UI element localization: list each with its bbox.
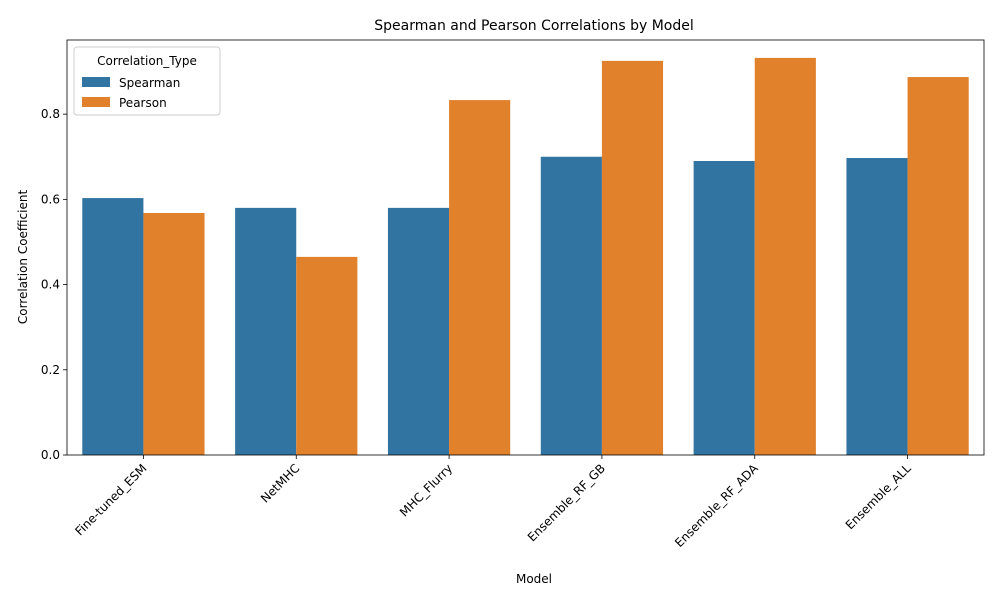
bar-spearman-5 (846, 158, 908, 455)
bar-pearson-0 (143, 212, 205, 455)
legend-swatch-pearson (82, 97, 110, 107)
bar-pearson-1 (296, 256, 358, 455)
x-tick-label-2: MHC_Flurry (397, 461, 455, 519)
plot-frame (66, 39, 985, 456)
bar-spearman-1 (235, 207, 297, 455)
x-tick-label-1: NetMHC (258, 461, 302, 505)
bar-pearson-2 (449, 100, 511, 456)
legend-box (73, 46, 221, 116)
legend-title: Correlation_Type (97, 54, 197, 68)
x-tick-label-0: Fine-tuned_ESM (72, 461, 149, 538)
bar-pearson-5 (907, 77, 969, 455)
legend: Correlation_Type Spearman Pearson (73, 46, 221, 116)
bar-spearman-0 (82, 198, 144, 455)
y-tick-label-0: 0.0 (41, 448, 60, 462)
bars-layer (82, 57, 969, 456)
bar-spearman-3 (540, 156, 602, 456)
y-tick-label-2: 0.4 (41, 278, 60, 292)
y-tick-label-4: 0.8 (41, 107, 60, 121)
x-axis-label: Model (516, 572, 552, 586)
x-tick-label-4: Ensemble_RF_ADA (672, 461, 761, 550)
chart-title: Spearman and Pearson Correlations by Mod… (374, 18, 693, 34)
bar-spearman-4 (693, 161, 755, 455)
bar-spearman-2 (387, 207, 450, 455)
legend-label-pearson: Pearson (119, 96, 167, 110)
x-tick-label-3: Ensemble_RF_GB (525, 461, 608, 544)
bar-pearson-4 (754, 57, 816, 456)
y-tick-label-3: 0.6 (41, 192, 60, 206)
y-axis-label: Correlation Coefficient (16, 190, 30, 325)
x-tick-label-5: Ensemble_ALL (843, 461, 914, 532)
y-tick-label-1: 0.2 (41, 363, 60, 377)
bar-pearson-3 (601, 60, 664, 456)
legend-swatch-spearman (82, 77, 110, 87)
legend-label-spearman: Spearman (119, 76, 180, 90)
